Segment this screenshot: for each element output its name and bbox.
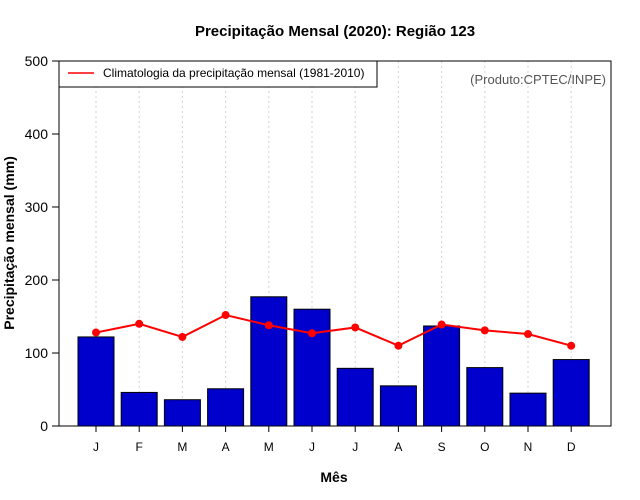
bar-o-10 bbox=[466, 367, 504, 427]
climatology-point bbox=[264, 321, 273, 330]
y-tick-label: 400 bbox=[25, 126, 49, 142]
climatology-line bbox=[95, 313, 572, 347]
bars-group bbox=[77, 296, 590, 427]
bar-a-4 bbox=[207, 388, 245, 427]
grid-lines bbox=[95, 61, 572, 426]
climatology-point bbox=[524, 330, 532, 339]
y-tick-label: 0 bbox=[40, 418, 48, 434]
legend-label: Climatologia da precipitação mensal (198… bbox=[103, 66, 364, 80]
y-axis: 0 100 200 300 400 500 bbox=[25, 53, 59, 434]
climatology-point bbox=[480, 326, 489, 335]
x-tick-label: J bbox=[93, 440, 99, 454]
climatology-line-group bbox=[92, 311, 576, 350]
bar-d-12 bbox=[552, 359, 590, 427]
x-tick-label: M bbox=[177, 440, 187, 454]
source-annotation: (Produto:CPTEC/INPE) bbox=[470, 72, 606, 87]
y-tick-label: 300 bbox=[25, 199, 49, 215]
bar-a-8 bbox=[379, 385, 417, 427]
x-tick-label: F bbox=[136, 440, 143, 454]
x-tick-label: J bbox=[352, 440, 358, 454]
x-tick-label: O bbox=[480, 440, 489, 454]
legend-box bbox=[58, 60, 378, 88]
y-tick-label: 200 bbox=[25, 272, 49, 288]
bar-j-7 bbox=[336, 367, 374, 427]
climatology-point bbox=[437, 320, 446, 329]
bar-f-2 bbox=[120, 391, 158, 427]
climatology-point bbox=[135, 319, 144, 328]
x-axis-title: Mês bbox=[320, 469, 347, 485]
x-tick-label: N bbox=[524, 440, 533, 454]
climatology-point bbox=[351, 323, 360, 332]
bar-m-3 bbox=[163, 399, 201, 427]
bar-j-1 bbox=[77, 336, 115, 427]
climatology-point bbox=[567, 341, 576, 350]
bar-n-11 bbox=[509, 392, 547, 427]
x-tick-label: A bbox=[394, 440, 402, 454]
x-tick-label: D bbox=[567, 440, 576, 454]
y-axis-title: Precipitação mensal (mm) bbox=[1, 156, 17, 330]
y-tick-label: 500 bbox=[25, 53, 49, 69]
x-tick-label: J bbox=[309, 440, 315, 454]
x-tick-label: A bbox=[222, 440, 230, 454]
bar-m-5 bbox=[250, 296, 288, 427]
bar-j-6 bbox=[293, 308, 331, 427]
bar-s-9 bbox=[423, 325, 461, 427]
climatology-point bbox=[92, 328, 100, 337]
chart-title: Precipitação Mensal (2020): Região 123 bbox=[195, 23, 475, 40]
y-tick-label: 100 bbox=[25, 345, 49, 361]
climatology-point bbox=[308, 329, 316, 338]
climatology-point bbox=[221, 311, 230, 320]
x-tick-label: M bbox=[264, 440, 274, 454]
climatology-point bbox=[394, 341, 403, 350]
legend: Climatologia da precipitação mensal (198… bbox=[58, 60, 378, 88]
climatology-point bbox=[178, 332, 187, 341]
x-tick-label: S bbox=[438, 440, 446, 454]
